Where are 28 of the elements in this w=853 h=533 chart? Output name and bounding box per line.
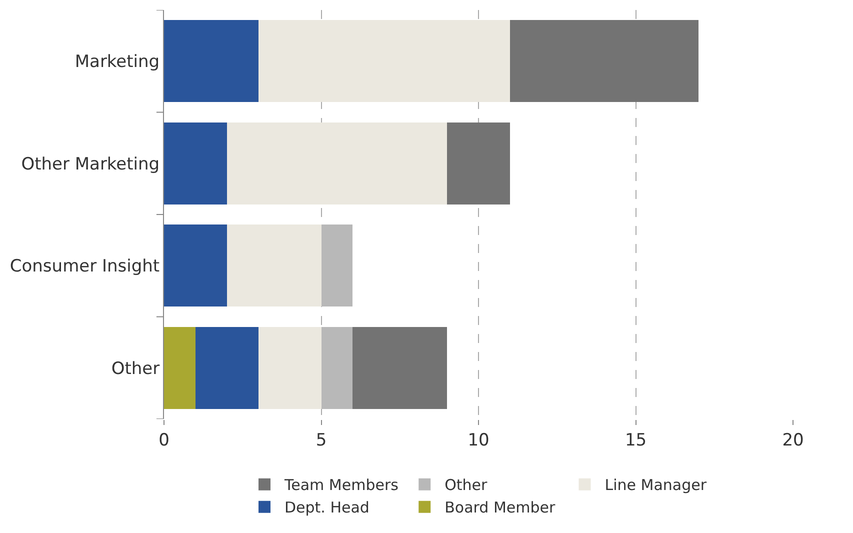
y-tick-label: Marketing xyxy=(74,52,160,72)
x-tick-label: 10 xyxy=(468,430,490,450)
bar xyxy=(164,20,258,102)
bar xyxy=(164,326,196,409)
bar xyxy=(258,20,510,102)
bar xyxy=(447,122,510,204)
bar xyxy=(321,326,353,409)
x-tick-label: 15 xyxy=(624,430,647,450)
x-tick-label: 5 xyxy=(316,430,327,450)
bar xyxy=(258,326,322,409)
x-tick-label: 0 xyxy=(158,430,170,450)
bar xyxy=(321,224,353,307)
y-tick-label: Other xyxy=(111,358,160,379)
bar xyxy=(164,122,227,204)
bar xyxy=(195,326,258,409)
legend-label: Board Member xyxy=(444,498,556,517)
bar xyxy=(164,224,227,307)
y-tick-label: Consumer Insight xyxy=(10,256,160,277)
legend-label: Dept. Head xyxy=(284,498,370,517)
bar xyxy=(510,20,699,102)
legend-label: Other xyxy=(444,476,488,494)
legend-label: Team Members xyxy=(284,476,399,494)
bar xyxy=(226,224,322,307)
y-tick-label: Other Marketing xyxy=(21,154,160,174)
legend-label: Line Manager xyxy=(604,476,708,494)
bar xyxy=(352,326,448,409)
bar xyxy=(226,122,448,204)
x-tick-label: 20 xyxy=(782,430,804,450)
